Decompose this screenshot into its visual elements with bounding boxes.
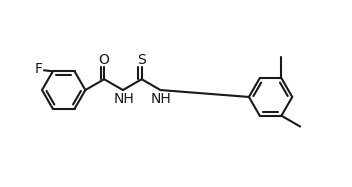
Text: F: F: [35, 62, 43, 76]
Text: O: O: [99, 53, 109, 67]
Text: NH: NH: [113, 92, 134, 106]
Text: NH: NH: [151, 92, 172, 106]
Text: S: S: [137, 53, 146, 67]
